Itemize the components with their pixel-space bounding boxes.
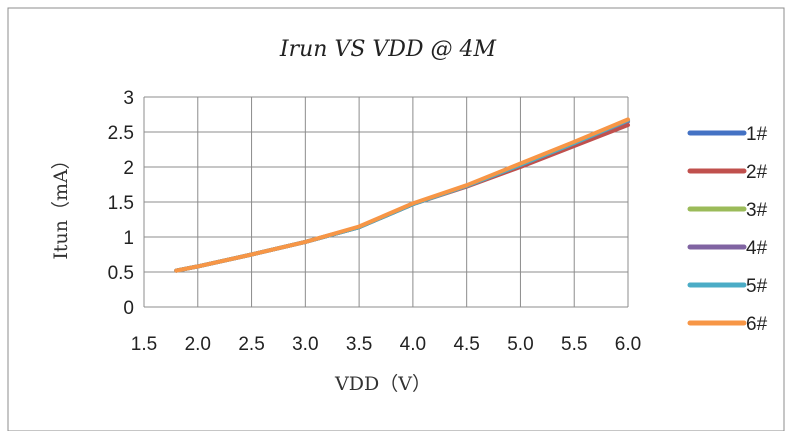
x-tick-label: 3.5 [346, 334, 372, 355]
legend-label: 4# [746, 238, 768, 259]
chart-title: Irun VS VDD @ 4M [279, 37, 497, 62]
x-tick-label: 1.5 [131, 334, 157, 355]
series-lines [174, 117, 630, 273]
x-tick-label: 2.0 [185, 334, 211, 355]
x-axis-title: VDD（V） [334, 373, 431, 395]
x-tick-label: 6.0 [615, 334, 641, 355]
y-tick-label: 2.5 [108, 123, 134, 144]
y-tick-label: 3 [123, 88, 134, 109]
x-tick-label: 4.0 [400, 334, 426, 355]
y-tick-label: 0.5 [108, 263, 134, 284]
y-tick-label: 1.5 [108, 193, 134, 214]
legend-label: 6# [746, 314, 768, 335]
y-axis-ticks: 0 0.5 1 1.5 2 2.5 3 [108, 88, 134, 319]
y-axis-title: Itun（mA） [50, 150, 72, 259]
x-tick-label: 3.0 [292, 334, 318, 355]
x-tick-label: 5.0 [507, 334, 533, 355]
chart-frame [7, 7, 785, 432]
legend-label: 2# [746, 162, 768, 183]
x-tick-label: 5.5 [561, 334, 587, 355]
x-tick-label: 2.5 [238, 334, 264, 355]
series-line-6 [174, 117, 630, 273]
y-tick-label: 0 [123, 298, 134, 319]
x-tick-label: 4.5 [453, 334, 479, 355]
legend-label: 3# [746, 200, 768, 221]
x-axis-ticks: 1.5 2.0 2.5 3.0 3.5 4.0 4.5 5.0 5.5 6.0 [131, 334, 641, 355]
y-tick-label: 2 [123, 158, 134, 179]
legend-label: 5# [746, 276, 768, 297]
y-tick-label: 1 [123, 228, 134, 249]
legend: 1# 2# 3# 4# 5# 6# [687, 124, 768, 335]
legend-label: 1# [746, 124, 768, 145]
